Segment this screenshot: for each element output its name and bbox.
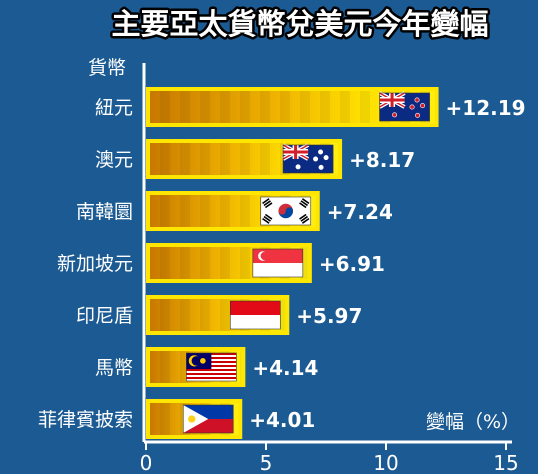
y-axis-title: 貨幣 — [88, 57, 126, 79]
value-label: +7.24 — [327, 200, 393, 224]
singapore-flag-icon — [252, 248, 304, 278]
value-label: +12.19 — [446, 96, 526, 120]
value-label: +4.14 — [252, 356, 318, 380]
bar-row: 紐元 +12.19 — [95, 87, 526, 127]
indonesia-flag-icon — [229, 300, 281, 330]
chart-title: 主要亞太貨幣兌美元今年變幅 — [111, 7, 488, 41]
bar-row: 南韓圜 +7.24 — [76, 191, 393, 231]
value-label: +8.17 — [349, 148, 415, 172]
category-label: 菲律賓披索 — [38, 409, 133, 431]
x-tick-label: 10 — [373, 451, 398, 474]
philippines-flag-icon — [182, 404, 234, 434]
category-label: 印尼盾 — [76, 305, 133, 327]
x-tick-label: 15 — [493, 451, 518, 474]
category-label: 馬幣 — [95, 357, 133, 379]
value-label: +4.01 — [249, 408, 315, 432]
bar-row: 印尼盾 +5.97 — [76, 295, 362, 335]
value-label: +5.97 — [296, 304, 362, 328]
australia-flag-icon — [282, 143, 334, 174]
south-korea-flag-icon — [260, 196, 312, 226]
malaysia-flag-icon — [186, 352, 237, 382]
x-tick-label: 5 — [260, 451, 273, 474]
bar-row: 澳元 +8.17 — [95, 139, 415, 179]
new-zealand-flag-icon — [378, 91, 430, 122]
value-label: +6.91 — [319, 252, 385, 276]
x-axis-title: 變幅（%） — [426, 411, 520, 433]
x-tick-label: 0 — [140, 451, 153, 474]
category-label: 紐元 — [95, 97, 133, 119]
bar-row: 馬幣 +4.14 — [95, 347, 318, 387]
category-label: 新加坡元 — [57, 253, 133, 275]
bar-row: 菲律賓披索 +4.01 — [38, 399, 315, 439]
bar-row: 新加坡元 +6.91 — [57, 243, 385, 283]
category-label: 澳元 — [95, 149, 133, 171]
category-label: 南韓圜 — [76, 201, 133, 223]
